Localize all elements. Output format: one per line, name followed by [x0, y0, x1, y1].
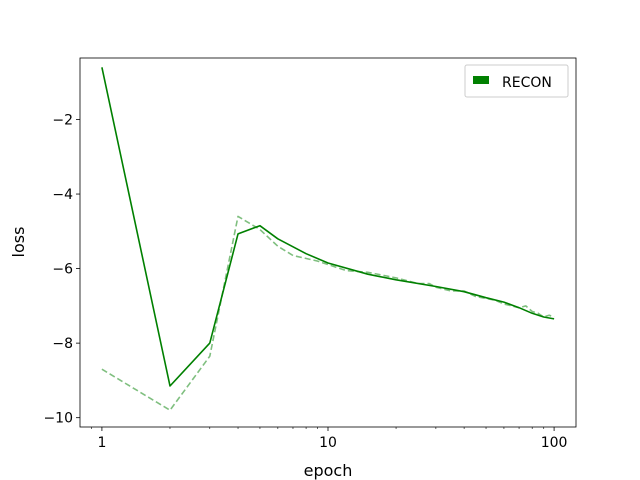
plot-area-background — [80, 58, 576, 427]
series-layer — [101, 67, 555, 412]
x-axis: 1 10 100 — [91, 427, 568, 451]
y-tick-label: −6 — [52, 262, 73, 278]
legend-frame — [464, 64, 569, 98]
y-axis-label: loss — [9, 227, 28, 258]
legend: RECON — [464, 64, 569, 98]
x-tick-label: 100 — [541, 435, 568, 451]
y-tick-label: −2 — [52, 113, 73, 129]
y-tick-label: −8 — [52, 336, 73, 352]
x-axis-label: epoch — [304, 461, 353, 480]
legend-swatch-recon — [473, 76, 489, 84]
recon-series-line — [101, 67, 555, 387]
y-axis: −10 −8 −6 −4 −2 — [43, 113, 80, 427]
dashed-series-line — [101, 215, 555, 412]
y-tick-label: −4 — [52, 187, 73, 203]
x-tick-label: 1 — [97, 435, 106, 451]
legend-label-recon: RECON — [502, 75, 552, 91]
y-tick-label: −10 — [43, 411, 73, 427]
x-tick-label: 10 — [319, 435, 337, 451]
